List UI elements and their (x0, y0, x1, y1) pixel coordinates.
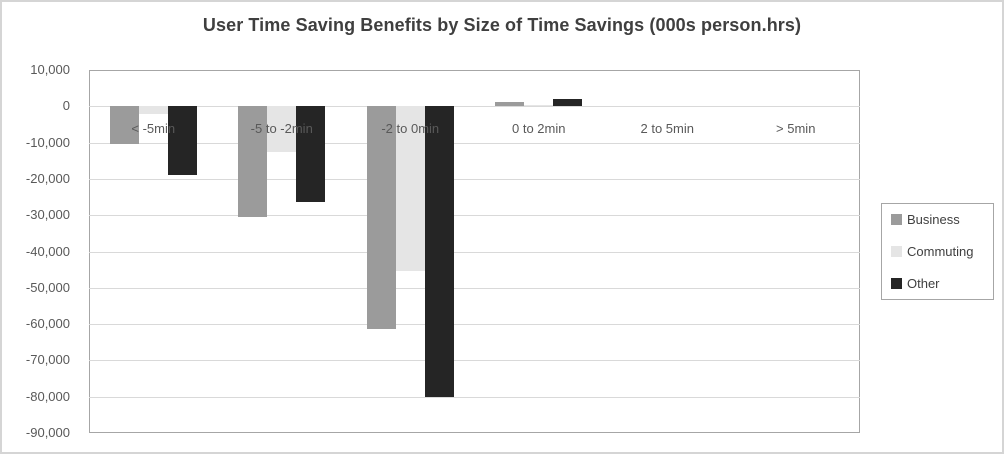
bar-business-0 (109, 106, 139, 145)
bar-commuting-2 (395, 106, 425, 272)
x-axis-category-label: -2 to 0min (381, 121, 440, 136)
bar-other-2 (424, 106, 454, 398)
y-axis-tick-label: -80,000 (25, 388, 70, 404)
y-axis-tick-label: 0 (62, 98, 70, 114)
x-axis-category-label: -5 to -2min (250, 121, 313, 136)
gridline (89, 396, 860, 398)
bar-business-3 (495, 101, 525, 107)
y-axis-tick-label: -20,000 (25, 170, 70, 186)
gridline (89, 106, 860, 108)
bar-business-2 (366, 106, 396, 329)
gridline (89, 178, 860, 180)
legend-swatch-business-icon (891, 214, 902, 226)
y-axis-tick-label: -50,000 (25, 279, 70, 295)
y-axis-tick-label: -10,000 (25, 134, 70, 150)
bar-other-1 (296, 106, 326, 203)
gridline (89, 324, 860, 326)
legend-swatch-commuting-icon (891, 245, 902, 257)
chart-title: User Time Saving Benefits by Size of Tim… (202, 15, 802, 35)
y-axis-tick-label: -60,000 (25, 316, 70, 332)
gridline (89, 287, 860, 289)
bar-other-0 (167, 106, 197, 175)
legend: Business Commuting Other (881, 203, 994, 300)
y-axis-tick-label: -30,000 (25, 207, 70, 223)
bar-commuting-0 (138, 106, 168, 115)
gridline (89, 142, 860, 144)
bar-business-1 (238, 106, 268, 217)
gridline (89, 360, 860, 362)
legend-label-commuting: Commuting (907, 243, 974, 259)
y-axis-tick-label: -90,000 (25, 425, 70, 440)
bar-commuting-1 (267, 106, 297, 153)
gridline (89, 215, 860, 217)
bar-other-3 (553, 99, 583, 107)
x-axis-category-label: > 5min (776, 121, 816, 136)
y-axis-tick-label: 10,000 (30, 62, 70, 77)
legend-swatch-other-icon (891, 277, 902, 289)
gridline (89, 251, 860, 253)
x-axis-category-label: 0 to 2min (512, 121, 566, 136)
x-axis-category-label: < -5min (131, 121, 176, 136)
legend-item-business: Business (891, 212, 993, 227)
x-axis-category-label: 2 to 5min (640, 121, 694, 136)
y-axis-tick-label: -70,000 (25, 352, 70, 368)
y-axis-tick-label: -40,000 (25, 243, 70, 259)
legend-label-business: Business (907, 212, 960, 228)
legend-item-commuting: Commuting (891, 244, 993, 259)
legend-label-other: Other (907, 275, 940, 291)
bar-commuting-3 (524, 104, 554, 107)
legend-item-other: Other (891, 276, 993, 291)
